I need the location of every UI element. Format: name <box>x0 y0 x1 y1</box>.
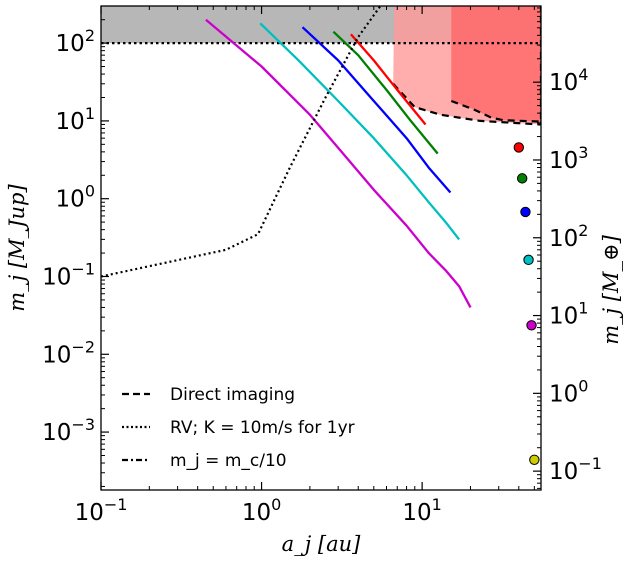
y-right-axis-label: m_j [M_⊕] <box>599 234 623 344</box>
markers <box>513 142 540 465</box>
y-left-tick-label: 10−1 <box>42 259 95 290</box>
series-line-2 <box>301 26 452 194</box>
y-left-tick-label: 10−3 <box>42 415 95 446</box>
y-left-tick-label: 101 <box>56 104 95 135</box>
legend-label-dashdot: m_j = m_c/10 <box>170 451 287 471</box>
direct-imaging-boundary-inner <box>450 6 541 123</box>
marker-4 <box>526 320 537 331</box>
curves <box>101 6 472 308</box>
series-line-3 <box>332 30 439 155</box>
marker-5 <box>529 454 540 465</box>
y-left-tick-label: 10−2 <box>42 337 95 368</box>
series-line-1 <box>259 22 461 241</box>
y-right-tick-label: 100 <box>549 376 588 407</box>
plot-frame <box>100 5 542 491</box>
y-right-tick-label: 102 <box>549 221 588 252</box>
marker-1 <box>516 173 528 184</box>
direct-imaging-boundary-outer <box>392 6 541 126</box>
legend-label-dashed: Direct imaging <box>170 385 295 405</box>
y-left-tick-label: 102 <box>56 26 95 57</box>
marker-2 <box>520 206 531 218</box>
rv-line <box>101 6 382 278</box>
y-right-tick-label: 101 <box>549 299 588 330</box>
axis-labels: a_j [au] m_j [M_Jup] m_j [M_⊕] <box>5 184 623 556</box>
x-tick-label: 10−1 <box>75 495 128 526</box>
series-line-4 <box>350 33 427 126</box>
legend: Direct imaging RV; K = 10m/s for 1yr m_j =… <box>122 385 355 471</box>
y-left-tick-label: 100 <box>56 182 95 213</box>
direct-imaging-region-inner <box>451 6 541 122</box>
marker-0 <box>513 142 524 153</box>
x-tick-label: 100 <box>242 495 281 526</box>
y-right-tick-label: 10−1 <box>549 454 602 485</box>
marker-3 <box>523 254 534 266</box>
y-right-tick-label: 104 <box>549 65 588 96</box>
x-axis-label: a_j [au] <box>282 532 361 556</box>
x-tick-label: 101 <box>402 495 441 526</box>
y-right-tick-label: 103 <box>549 143 588 174</box>
series-line-0 <box>205 18 472 308</box>
legend-label-dotted: RV; K = 10m/s for 1yr <box>170 418 355 438</box>
shaded-regions <box>101 6 541 126</box>
y-left-axis-label: m_j [M_Jup] <box>5 184 29 312</box>
ticks: 10−1 100 101 102 101 100 10−1 10−2 10−3 104 103 102… <box>42 5 602 526</box>
